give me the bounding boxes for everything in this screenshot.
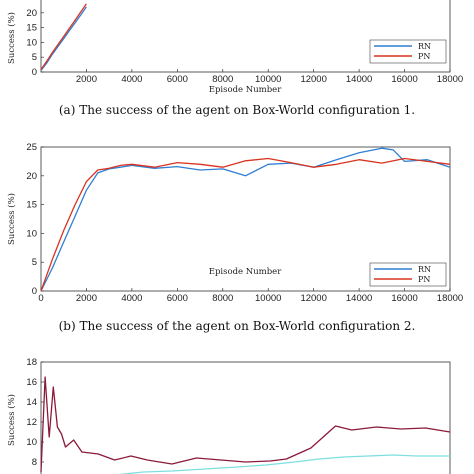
y-tick-label: 10	[26, 437, 37, 448]
series-line-rn	[40, 6, 87, 71]
y-axis-label-b: Success (%)	[6, 193, 17, 245]
series-line-pn	[40, 3, 87, 70]
x-tick-label: 12000	[300, 74, 326, 85]
x-tick-label: 16000	[391, 74, 417, 85]
chart-panel-c: 8 10 12 14 16 18 Success (%)	[6, 357, 451, 474]
legend-label-rn: RN	[418, 42, 431, 51]
x-tick-label: 4000	[121, 293, 142, 304]
x-tick-label: 14000	[346, 74, 372, 85]
plot-frame-c	[40, 361, 451, 474]
y-tick-label: 10	[26, 37, 37, 48]
x-tick-label: 6000	[167, 293, 188, 304]
x-tick-label: 4000	[121, 74, 142, 85]
legend-label-pn: PN	[418, 275, 430, 284]
x-tick-label: 2000	[76, 293, 97, 304]
y-tick-label: 5	[32, 52, 37, 63]
x-tick-label: 14000	[346, 293, 372, 304]
x-tick-label: 10000	[255, 293, 281, 304]
x-tick-label: 0	[38, 293, 43, 304]
y-tick-label: 18	[26, 357, 37, 368]
x-tick-label: 12000	[300, 293, 326, 304]
caption-a: (a) The success of the agent on Box-Worl…	[59, 103, 415, 117]
y-tick-label: 0	[32, 67, 37, 78]
series-line-2	[117, 454, 450, 474]
y-tick-label: 20	[26, 171, 37, 182]
y-axis-label-c: Success (%)	[6, 394, 17, 446]
y-tick-label: 14	[26, 397, 37, 408]
x-axis-label-a: Episode Number	[209, 85, 282, 95]
x-axis-label-b: Episode Number	[209, 267, 282, 277]
legend-b: RN PN	[369, 262, 447, 287]
x-tick-label: 8000	[212, 293, 233, 304]
x-tick-label: 18000	[437, 74, 463, 85]
y-tick-label: 12	[26, 417, 37, 428]
series-line-1	[40, 376, 451, 473]
plot-frame-a	[40, 0, 451, 73]
y-tick-label: 0	[32, 286, 37, 297]
x-tick-label: 6000	[167, 74, 188, 85]
series-line-pn	[40, 157, 451, 292]
y-tick-label: 15	[26, 23, 37, 34]
x-tick-label: 16000	[391, 293, 417, 304]
y-tick-label: 25	[26, 142, 37, 153]
chart-panel-a: 0 5 10 15 20 2000 4000 6000 8000 10000 12000 14000 1…	[6, 0, 463, 95]
y-tick-label: 5	[32, 257, 37, 268]
y-tick-label: 10	[26, 228, 37, 239]
x-tick-label: 2000	[76, 74, 97, 85]
y-tick-label: 20	[26, 8, 37, 19]
y-tick-label: 8	[32, 457, 37, 468]
x-tick-label: 18000	[437, 293, 463, 304]
x-tick-label: 8000	[212, 74, 233, 85]
legend-a: RN PN	[369, 39, 447, 64]
legend-label-rn: RN	[418, 265, 431, 274]
y-tick-label: 15	[26, 200, 37, 211]
y-tick-label: 16	[26, 377, 37, 388]
chart-panel-b: 0 5 10 15 20 25 0 2000 4000 6000 8000 10000 12000 140…	[6, 142, 463, 304]
caption-b: (b) The success of the agent on Box-Worl…	[59, 319, 416, 333]
x-tick-label: 10000	[255, 74, 281, 85]
y-axis-label-a: Success (%)	[6, 12, 17, 64]
series-line-rn	[40, 147, 451, 292]
legend-label-pn: PN	[418, 52, 430, 61]
plot-frame-b	[40, 146, 451, 292]
